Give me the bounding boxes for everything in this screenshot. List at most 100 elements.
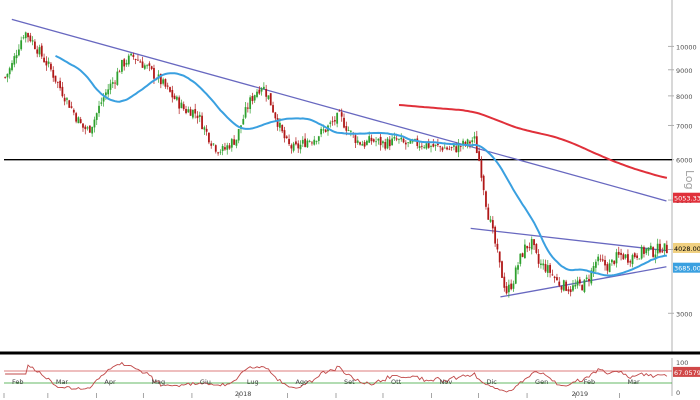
candle-body [40,45,43,57]
candle-body [279,122,281,128]
candle-body [624,254,627,258]
candle-body [43,57,45,63]
y-tick-label: 6000 [676,157,693,165]
x-month-label: Mag [151,378,165,386]
candle-body [194,109,197,114]
candle-body [583,279,586,292]
candle-body [47,61,50,64]
candle-body [356,140,359,143]
candle-body [368,136,371,143]
candle-body [590,270,593,284]
candle-body [521,253,524,257]
candle-body [226,145,229,150]
y-tick-label: 10000 [676,43,697,51]
candle-body [173,95,176,100]
ma-long-label: 5053.3318 [674,195,700,203]
candle-body [592,266,595,272]
candle-body [482,175,485,191]
candle-body [631,255,634,265]
candle-body [260,88,263,92]
candle-body [517,265,519,270]
candle-body [411,141,414,143]
candle-body [425,143,428,149]
x-month-label: Mar [56,378,69,386]
candle-body [54,75,57,82]
candle-body [290,145,293,149]
candle-body [107,89,110,95]
candle-body [510,283,513,290]
candle-body [496,243,499,250]
candle-body [581,285,584,291]
ma-long-line [398,104,668,179]
candle-body [665,244,668,254]
candle-body [372,139,375,142]
candle-body [283,130,286,139]
candle-body [153,67,155,79]
candle-body [333,120,336,122]
candle-body [24,32,27,39]
candle-body [159,74,162,85]
candle-body [448,148,451,150]
candle-body [647,247,650,251]
candle-body [274,112,277,119]
candle-body [453,145,455,147]
candle-body [198,114,201,117]
candle-body [20,40,23,50]
x-month-label: Apr [104,378,116,386]
x-month-label: Ott [391,378,402,386]
candle-body [125,62,128,65]
x-year-label: 2018 [235,390,252,398]
candle-body [123,59,126,67]
rsi-line [5,361,668,393]
candle-body [574,284,577,287]
candle-body [285,136,288,138]
x-month-label: Mar [627,378,640,386]
candle-body [393,136,396,139]
candle-body [601,259,604,261]
candle-body [407,142,410,144]
candle-body [640,246,643,259]
candle-body [196,115,199,119]
candle-body [212,143,215,145]
last-price-label-bg [673,242,700,253]
candle-body [104,92,107,96]
candle-body [143,65,146,69]
candle-body [175,96,178,100]
candle-body [599,258,602,260]
candle-body [661,251,664,253]
moving-averages [55,54,668,277]
candle-body [111,82,114,84]
x-month-label: Ago [295,378,308,386]
overlays [4,18,672,298]
candle-body [141,61,144,68]
candle-body [638,258,641,260]
candle-body [61,86,64,97]
candle-body [606,264,609,271]
candle-body [137,59,139,61]
candle-body [269,93,272,106]
candle-body [507,284,510,293]
candle-body [487,207,490,220]
candle-body [253,95,256,101]
rsi-panel: 100 0 67.0579 [4,358,700,397]
candle-body [498,251,501,263]
candle-body [100,102,103,104]
candle-body [537,253,540,264]
candle-body [95,113,98,120]
candle-body [430,146,432,147]
candle-body [404,142,407,145]
candle-body [249,97,252,110]
candle-body [386,138,389,149]
candle-body [22,37,25,39]
candle-body [379,136,382,146]
candle-body [503,276,506,288]
candle-body [556,277,558,281]
candle-body [27,33,29,38]
last-price-label: 4028.0000 [674,245,700,253]
candle-body [455,146,458,153]
candle-body [560,286,563,290]
candle-body [63,97,66,102]
candle-body [652,247,655,257]
candle-body [109,83,112,90]
candle-body [15,55,18,59]
